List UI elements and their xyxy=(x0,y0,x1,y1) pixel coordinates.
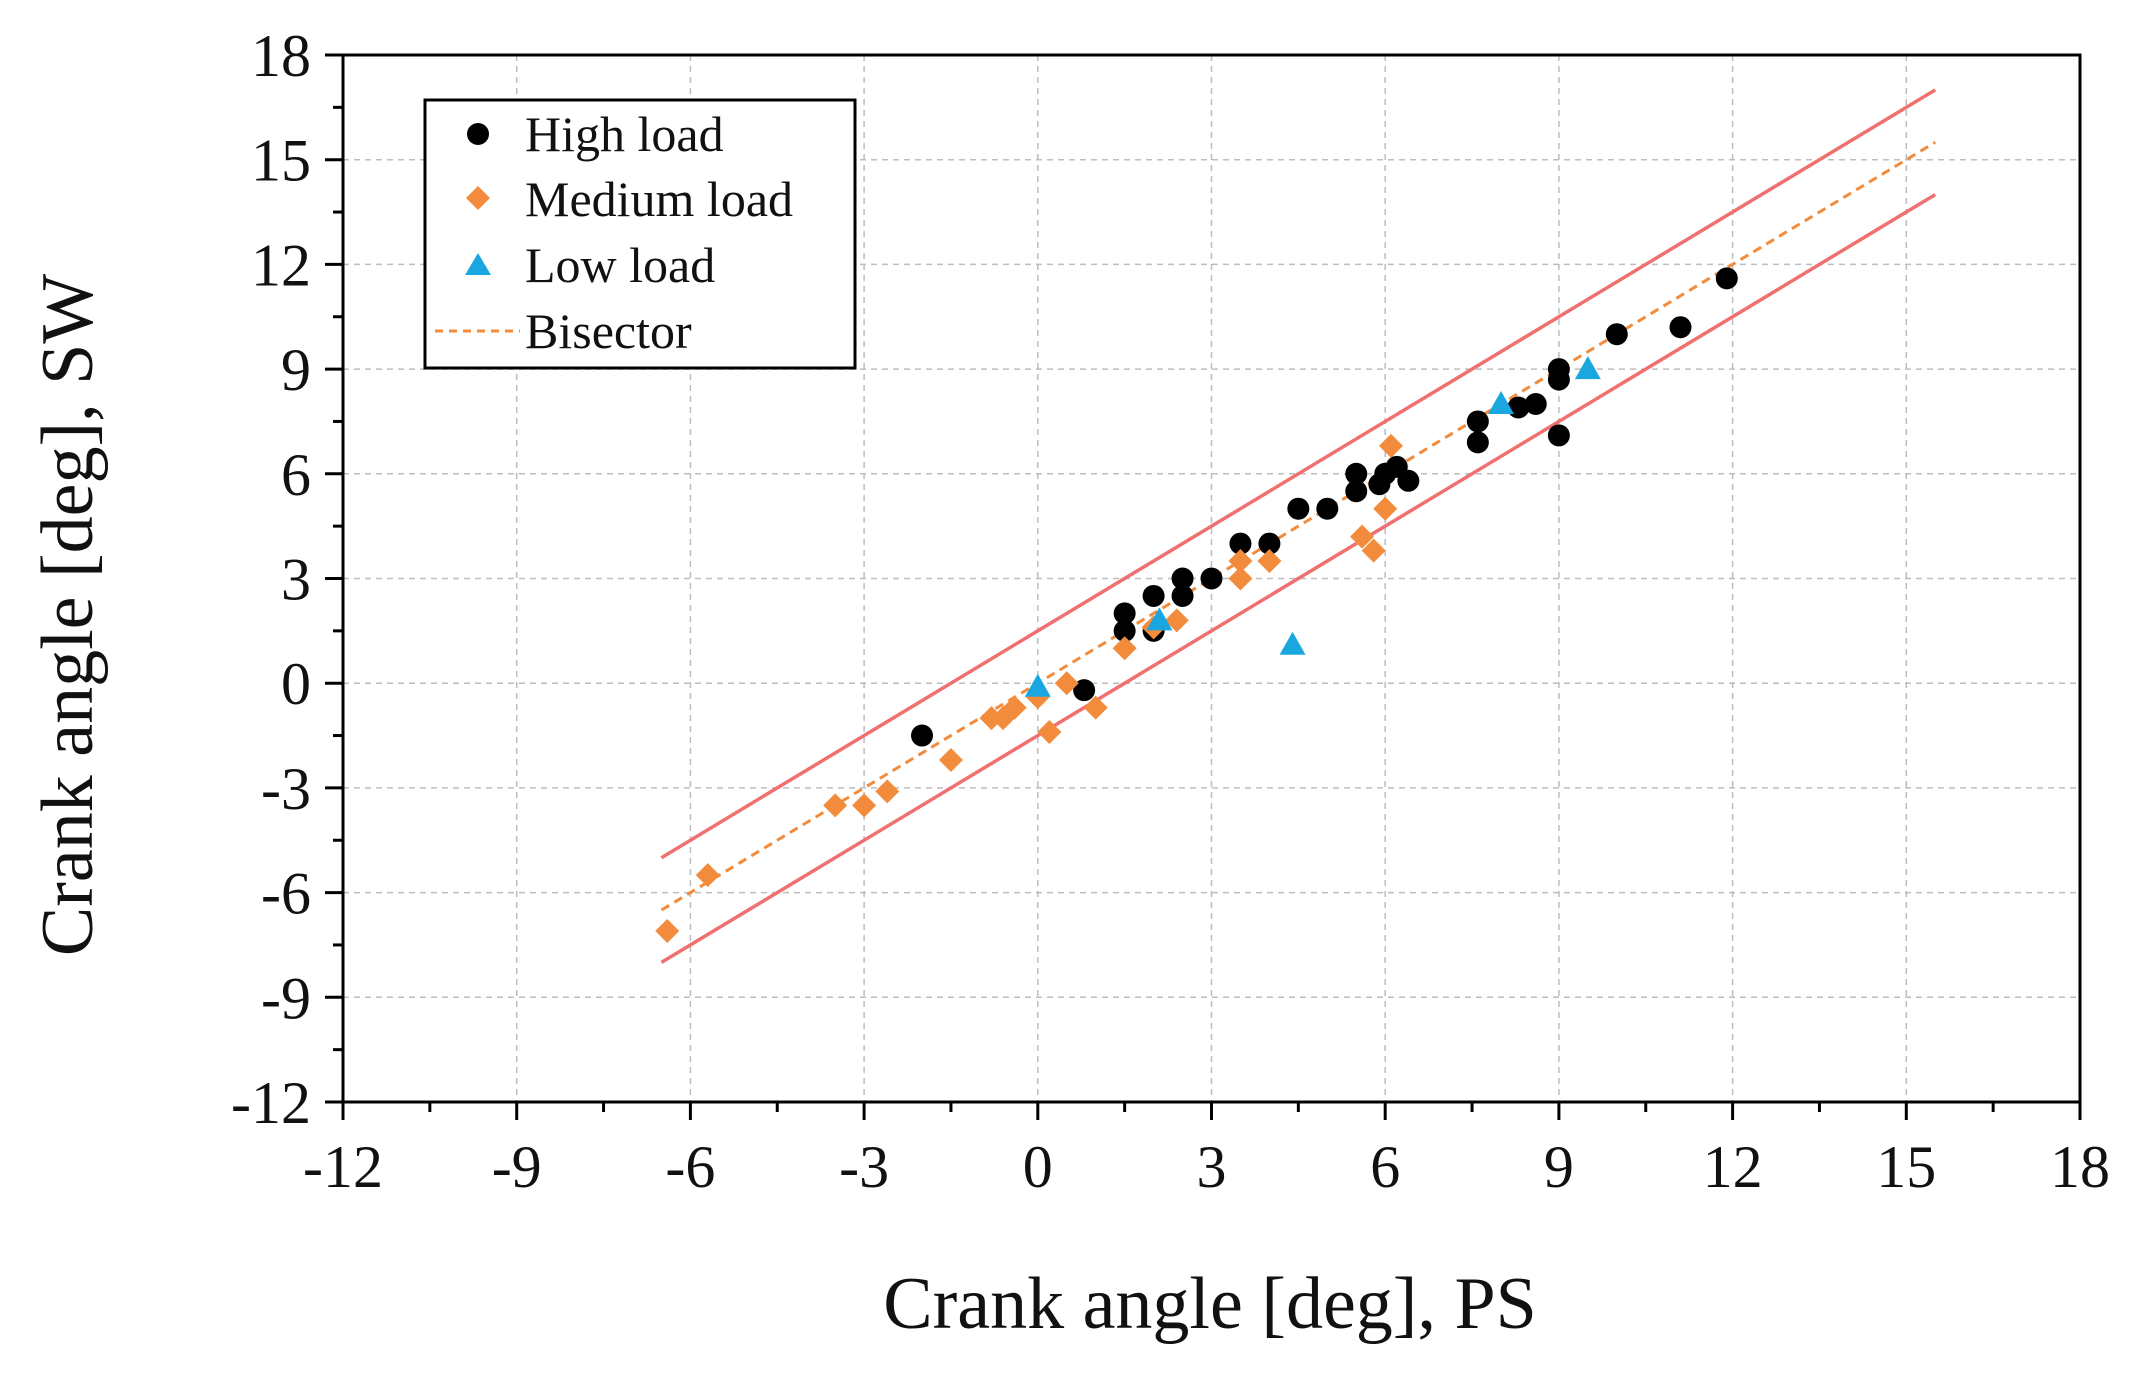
y-tick-label: 3 xyxy=(281,547,311,613)
high-load-point xyxy=(1073,679,1096,702)
y-tick-label: 6 xyxy=(281,442,311,508)
x-tick-label: -6 xyxy=(665,1134,715,1200)
medium-load-point xyxy=(655,918,680,943)
high-load-point xyxy=(1524,393,1547,415)
medium-load-point xyxy=(1228,549,1253,574)
x-tick-label: 0 xyxy=(1023,1134,1053,1200)
high-load-point xyxy=(1345,480,1368,503)
high-load-point xyxy=(1466,410,1489,433)
high-load-point xyxy=(1547,358,1570,381)
legend-box xyxy=(423,98,857,370)
medium-load-point xyxy=(938,747,963,772)
legend-label-high-load: High load xyxy=(525,106,724,162)
legend-symbol-high-load xyxy=(467,123,489,145)
y-tick-label: -9 xyxy=(261,965,311,1031)
y-tick-label: -3 xyxy=(261,756,311,822)
x-tick-label: -9 xyxy=(492,1134,542,1200)
high-load-point xyxy=(1200,567,1223,590)
reference-lines xyxy=(660,88,1937,964)
high-load-point xyxy=(1258,532,1281,555)
high-load-point xyxy=(1715,267,1738,290)
medium-load-point xyxy=(1083,695,1108,720)
medium-load-point xyxy=(1164,608,1189,633)
high-load-point xyxy=(1605,323,1628,346)
medium-load-point xyxy=(852,793,877,818)
medium-load-point xyxy=(1054,671,1079,696)
y-tick-label: 12 xyxy=(251,232,311,298)
x-tick-labels: -12 -9 -6 -3 0 3 6 9 12 15 18 xyxy=(303,1134,2110,1200)
high-load-point xyxy=(1142,584,1165,607)
legend-label-medium-load: Medium load xyxy=(525,171,793,227)
axis-ticks xyxy=(325,53,2082,1120)
high-load-point xyxy=(1171,567,1194,590)
medium-load-point xyxy=(1361,538,1386,563)
high-load-point xyxy=(1113,619,1136,642)
x-tick-label: 18 xyxy=(2050,1134,2110,1200)
data-points xyxy=(655,267,1738,943)
legend: High load Medium load Low load Bisector xyxy=(423,98,857,370)
x-tick-label: 9 xyxy=(1544,1134,1574,1200)
y-tick-label: 15 xyxy=(251,128,311,194)
legend-symbol-medium-load xyxy=(466,186,490,210)
high-load-point xyxy=(1287,497,1310,520)
medium-load-point xyxy=(1257,549,1282,574)
medium-load-point xyxy=(1228,566,1253,591)
x-tick-label: -3 xyxy=(839,1134,889,1200)
medium-load-point xyxy=(1112,636,1137,661)
high-load-point xyxy=(1547,424,1570,447)
y-tick-label: 18 xyxy=(251,23,311,89)
high-load-point xyxy=(1171,584,1194,607)
high-load-point xyxy=(1466,431,1489,454)
low-load-point xyxy=(1024,673,1051,697)
upper-bound-line xyxy=(660,88,1937,860)
lower-bound-line xyxy=(660,193,1937,964)
medium-load-point xyxy=(1350,524,1375,549)
medium-load-point xyxy=(823,793,848,818)
y-tick-label: 9 xyxy=(281,337,311,403)
low-load-point xyxy=(1488,391,1514,414)
legend-symbol-low-load xyxy=(465,253,491,275)
low-load-point xyxy=(1574,356,1601,380)
high-load-point xyxy=(1229,532,1252,555)
x-tick-label: 12 xyxy=(1703,1134,1763,1200)
medium-load-point xyxy=(1037,720,1062,745)
medium-load-point xyxy=(1373,496,1398,521)
high-load-point xyxy=(1345,462,1368,485)
medium-load-point xyxy=(875,779,900,804)
y-tick-label: -6 xyxy=(261,861,311,927)
y-tick-labels: -12 -9 -6 -3 0 3 6 9 12 15 18 xyxy=(231,23,311,1136)
high-load-point xyxy=(1669,316,1692,339)
x-axis-title: Crank angle [deg], PS xyxy=(883,1263,1537,1345)
high-load-point xyxy=(1397,469,1420,492)
x-tick-label: 15 xyxy=(1876,1134,1936,1200)
legend-label-bisector: Bisector xyxy=(525,303,692,359)
high-load-point xyxy=(1316,497,1339,520)
bisector-line xyxy=(660,140,1937,912)
y-tick-label: 0 xyxy=(281,651,311,717)
low-load-point xyxy=(1279,631,1306,655)
y-tick-label: -12 xyxy=(231,1070,311,1136)
x-tick-label: -12 xyxy=(303,1134,383,1200)
medium-load-point xyxy=(695,863,720,888)
y-axis-title: Crank angle [deg], SW xyxy=(27,274,109,956)
legend-label-low-load: Low load xyxy=(525,237,715,293)
high-load-point xyxy=(911,724,933,747)
medium-load-point xyxy=(1378,433,1403,458)
low-load-point xyxy=(1146,607,1173,631)
high-load-point xyxy=(1113,602,1136,625)
x-tick-label: 3 xyxy=(1197,1134,1227,1200)
x-tick-label: 6 xyxy=(1370,1134,1400,1200)
medium-load-point xyxy=(1002,695,1027,720)
